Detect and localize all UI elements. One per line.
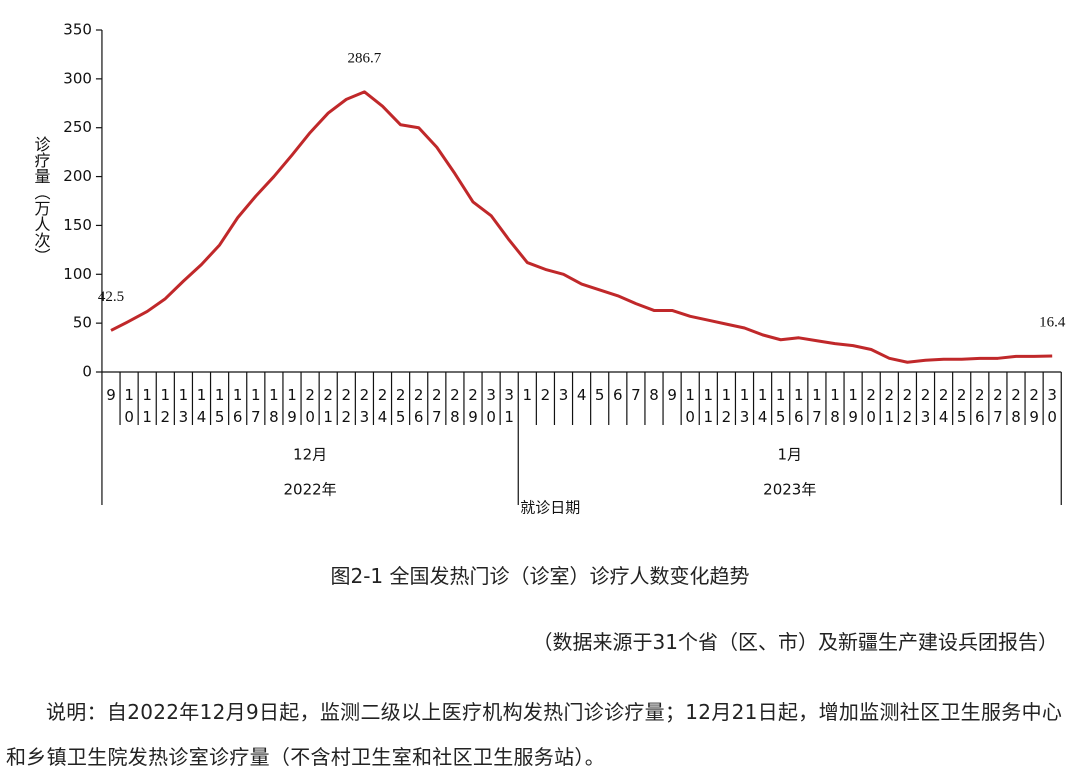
data-label: 42.5	[98, 289, 124, 305]
month-label: 1月	[777, 446, 802, 464]
data-label: 286.7	[348, 50, 382, 66]
y-axis-label: 诊疗量（万人次）	[32, 136, 51, 264]
x-tick-label: 6	[613, 386, 623, 404]
source: （数据来源于31个省（区、市）及新疆生产建设兵团报告）	[532, 630, 1058, 654]
x-tick-label: 4	[577, 386, 587, 404]
y-tick-label: 100	[63, 265, 92, 283]
note: 说明：自2022年12月9日起，监测二级以上医疗机构发热门诊诊疗量；12月21日…	[6, 700, 1063, 769]
y-tick-label: 50	[73, 314, 92, 332]
year-label: 2023年	[763, 481, 816, 499]
data-label: 16.4	[1039, 314, 1066, 330]
caption: 图2-1 全国发热门诊（诊室）诊疗人数变化趋势	[330, 564, 750, 588]
y-tick-label: 300	[63, 69, 92, 87]
month-label: 12月	[293, 446, 327, 464]
x-axis-label: 就诊日期	[520, 499, 580, 517]
x-tick-label: 1	[523, 386, 533, 404]
x-tick-label: 8	[649, 386, 659, 404]
x-tick-label: 3	[559, 386, 569, 404]
x-tick-label: 7	[631, 386, 641, 404]
x-tick-label: 5	[595, 386, 605, 404]
line	[110, 90, 1053, 364]
y-tick-label: 200	[63, 167, 92, 185]
x-tick-label: 2	[541, 386, 551, 404]
x-tick-label: 9	[667, 386, 677, 404]
y-tick-label: 0	[82, 363, 92, 381]
year-label: 2022年	[284, 481, 337, 499]
y-tick-label: 150	[63, 216, 92, 234]
y-tick-label: 250	[63, 118, 92, 136]
y-tick-label: 350	[63, 21, 92, 39]
x-tick-label: 9	[106, 386, 116, 404]
